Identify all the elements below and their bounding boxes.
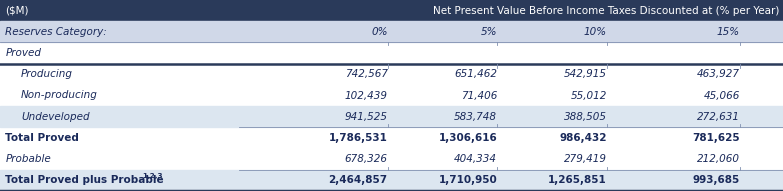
Bar [0,170,783,191]
Text: 279,419: 279,419 [564,154,607,164]
Text: 5%: 5% [481,27,497,37]
Text: 742,567: 742,567 [345,69,388,79]
Text: 1,265,851: 1,265,851 [548,175,607,185]
Bar [0,106,783,127]
Text: Producing: Producing [21,69,73,79]
Text: 651,462: 651,462 [454,69,497,79]
Text: 993,685: 993,685 [693,175,740,185]
Text: ($M): ($M) [5,6,29,16]
Text: 10%: 10% [583,27,607,37]
Text: 1,710,950: 1,710,950 [438,175,497,185]
Text: 583,748: 583,748 [454,112,497,122]
Bar [0,0,783,21]
Text: Proved: Proved [5,48,41,58]
Text: 941,525: 941,525 [345,112,388,122]
Text: 388,505: 388,505 [564,112,607,122]
Text: 542,915: 542,915 [564,69,607,79]
Text: Total Proved: Total Proved [5,133,79,143]
Text: 463,927: 463,927 [697,69,740,79]
Text: 2,464,857: 2,464,857 [328,175,388,185]
Text: Undeveloped: Undeveloped [21,112,90,122]
Text: 678,326: 678,326 [345,154,388,164]
Text: 272,631: 272,631 [697,112,740,122]
Text: 45,066: 45,066 [704,91,740,100]
Text: 781,625: 781,625 [692,133,740,143]
Text: 986,432: 986,432 [559,133,607,143]
Bar [0,21,783,42]
Text: 1,786,531: 1,786,531 [329,133,388,143]
Text: 55,012: 55,012 [571,91,607,100]
Text: 1,2,3: 1,2,3 [143,173,163,179]
Text: Total Proved plus Probable: Total Proved plus Probable [5,175,168,185]
Text: 0%: 0% [371,27,388,37]
Text: Non-producing: Non-producing [21,91,98,100]
Text: Probable: Probable [5,154,51,164]
Text: Net Present Value Before Income Taxes Discounted at (% per Year): Net Present Value Before Income Taxes Di… [433,6,779,16]
Text: 1,306,616: 1,306,616 [438,133,497,143]
Text: 71,406: 71,406 [461,91,497,100]
Text: 404,334: 404,334 [454,154,497,164]
Text: 15%: 15% [716,27,740,37]
Text: Reserves Category:: Reserves Category: [5,27,107,37]
Text: 102,439: 102,439 [345,91,388,100]
Text: 212,060: 212,060 [697,154,740,164]
